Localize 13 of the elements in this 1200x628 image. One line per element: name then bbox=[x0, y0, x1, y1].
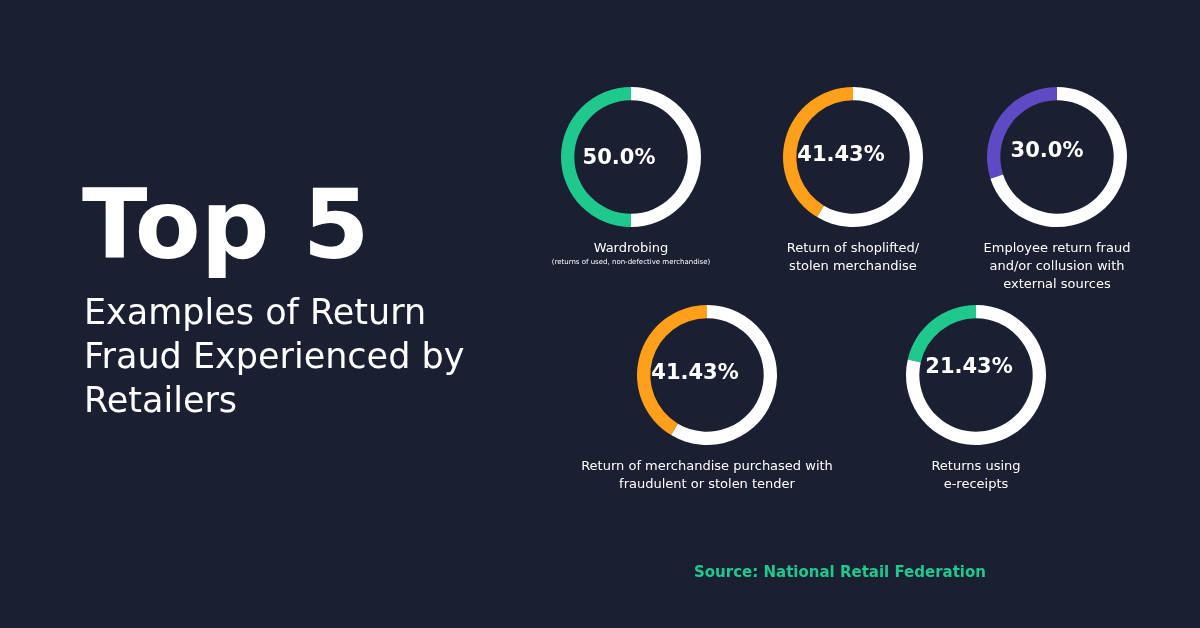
text: Employee return fraud and/or collusion with external sources bbox=[982, 239, 1132, 293]
data-label: 50.0% bbox=[582, 145, 656, 169]
text: Wardrobing bbox=[592, 239, 670, 257]
text: Return of merchandise purchased with fraudulent or stolen tender bbox=[580, 457, 834, 493]
data-label: 30.0% bbox=[1010, 138, 1084, 162]
text: Examples of Return Fraud Experienced by Retailers bbox=[84, 291, 466, 422]
source-note: Source: National Retail Federation bbox=[693, 563, 987, 581]
data-label: 41.43% bbox=[651, 360, 739, 384]
data-label: 21.43% bbox=[925, 354, 1013, 378]
text: Top 5 bbox=[82, 169, 370, 281]
data-label: 41.43% bbox=[797, 142, 885, 166]
text: Returns using e-receipts bbox=[930, 457, 1022, 493]
text: Return of shoplifted/ stolen merchandise bbox=[785, 239, 921, 275]
